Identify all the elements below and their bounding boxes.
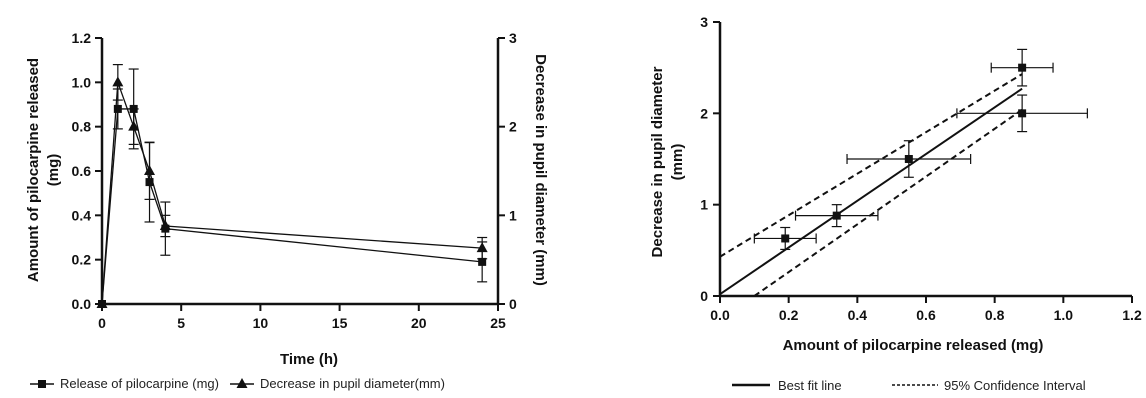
right-chart-point [1018,109,1027,118]
left-chart-xtick-label: 20 [411,315,427,331]
left-chart: 0 5 10 15 20 25 0.0 0.2 0.4 0.6 0.8 1.0 1.2 0 1 2 3 Time… [25,30,549,391]
left-chart-point [478,257,487,266]
right-chart-xtick-label: 1.2 [1122,307,1142,323]
ci-upper-line [719,73,1023,258]
right-chart-ytick-label: 2 [700,105,708,121]
right-chart-point-group [990,48,1054,87]
right-chart-ytick-label: 0 [700,288,708,304]
left-chart-xtick-label: 0 [98,315,106,331]
right-chart-xtick-label: 0.8 [985,307,1005,323]
left-chart-xtick-label: 10 [253,315,269,331]
left-chart-y2label: Decrease in pupil diameter (mm) [532,54,549,286]
left-chart-legend: Release of pilocarpine (mg) Decrease in p… [30,376,445,391]
right-chart-point-group [753,226,817,251]
left-chart-ytick-label: 0.2 [72,252,92,268]
left-chart-ytick-label: 0.4 [72,207,92,223]
left-chart-y2tick-label: 2 [509,119,517,135]
left-legend-marker [236,378,248,388]
left-chart-ytick-label: 0.6 [72,163,92,179]
left-chart-series-line [101,108,483,305]
left-chart-xtick-label: 5 [177,315,185,331]
left-chart-ytick-label: 0.8 [72,119,92,135]
left-chart-ytick-label: 0.0 [72,296,92,312]
ci-legend-label: 95% Confidence Interval [944,378,1086,393]
left-chart-ytick-label: 1.2 [72,30,92,46]
left-chart-ticks: 0 5 10 15 20 25 0.0 0.2 0.4 0.6 0.8 1.0 1.2 0 1 2 3 [72,30,517,331]
left-chart-point [144,165,156,175]
left-legend-label-2: Decrease in pupil diameter(mm) [260,376,445,391]
right-chart-ytick-label: 1 [700,197,708,213]
right-chart-ylabel-line1: Decrease in pupil diameter [649,66,666,257]
left-legend-marker [38,380,46,388]
right-chart-xtick-label: 0.2 [779,307,799,323]
right-chart-xtick-label: 1.0 [1054,307,1074,323]
right-chart-series [719,48,1088,297]
left-chart-point [112,76,124,87]
left-chart-xtick-label: 15 [332,315,348,331]
left-chart-series-line [101,82,483,305]
left-chart-series-1 [98,68,488,308]
left-chart-axes [100,38,500,306]
left-chart-ylabel-line2: (mg) [45,154,62,187]
right-chart-point-group [956,94,1088,133]
best-fit-legend-label: Best fit line [778,378,842,393]
left-chart-y2tick-label: 0 [509,296,517,312]
best-fit-line [719,87,1023,296]
right-chart-ticks: 0.0 0.2 0.4 0.6 0.8 1.0 1.2 0 1 2 3 [700,14,1142,323]
right-chart-xtick-label: 0.4 [848,307,868,323]
left-chart-xlabel: Time (h) [280,351,338,368]
left-chart-y2tick-label: 3 [509,30,517,46]
right-chart: 0.0 0.2 0.4 0.6 0.8 1.0 1.2 0 1 2 3 Amount of pilo… [649,14,1142,393]
left-legend-label-1: Release of pilocarpine (mg) [60,376,219,391]
right-chart-point [832,211,841,220]
left-chart-series [96,63,488,308]
ci-lower-line [753,108,1023,297]
left-chart-point [159,219,171,230]
left-chart-series-2 [96,63,488,308]
left-chart-point [96,298,108,308]
left-chart-point [128,120,140,131]
left-chart-y2tick-label: 1 [509,207,517,223]
left-chart-ylabel-line1: Amount of pilocarpine released [25,58,42,282]
right-chart-xtick-label: 0.6 [916,307,936,323]
right-chart-point [1018,63,1027,72]
right-chart-point [781,234,790,243]
right-chart-point [904,155,913,163]
left-chart-ytick-label: 1.0 [72,74,92,90]
right-chart-point-group [846,140,972,178]
right-chart-xlabel: Amount of pilocarpine released (mg) [783,337,1044,354]
left-chart-point [113,104,122,113]
left-chart-point [476,242,488,253]
right-chart-ytick-label: 3 [700,14,708,30]
right-chart-legend: Best fit line 95% Confidence Interval [732,378,1086,393]
right-chart-ylabel-line2: (mm) [669,144,686,181]
right-chart-point-group [794,204,879,228]
left-chart-xtick-label: 25 [490,315,506,331]
right-chart-xtick-label: 0.0 [710,307,730,323]
